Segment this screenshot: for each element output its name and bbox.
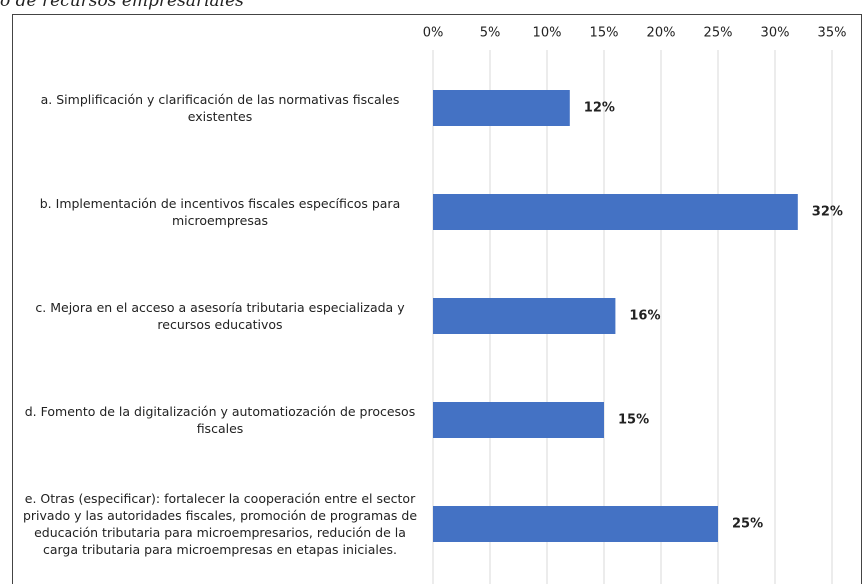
bar — [433, 90, 570, 126]
data-label: 12% — [584, 101, 615, 116]
category-label: c. Mejora en el acceso a asesoría tribut… — [35, 300, 405, 332]
category-label: d. Fomento de la digitalización y automa… — [24, 404, 416, 436]
bar — [433, 298, 616, 334]
category-label: b. Implementación de incentivos fiscales… — [39, 196, 401, 228]
x-tick-label: 10% — [533, 26, 562, 41]
category-label: a. Simplificación y clarificación de las… — [40, 92, 400, 124]
data-label: 16% — [629, 309, 660, 324]
category-label: e. Otras (especificar): fortalecer la co… — [22, 491, 418, 557]
data-label: 32% — [812, 205, 843, 220]
x-tick-label: 35% — [818, 26, 847, 41]
bar — [433, 402, 604, 438]
x-tick-label: 0% — [423, 26, 444, 41]
chart-border — [12, 14, 862, 584]
x-tick-label: 25% — [704, 26, 733, 41]
bar — [433, 506, 718, 542]
data-label: 15% — [618, 413, 649, 428]
x-tick-label: 20% — [647, 26, 676, 41]
x-tick-label: 30% — [761, 26, 790, 41]
x-tick-label: 5% — [480, 26, 501, 41]
data-label: 25% — [732, 517, 763, 532]
chart-title: o de recursos empresariales — [0, 0, 244, 11]
bar — [433, 194, 798, 230]
x-tick-label: 15% — [590, 26, 619, 41]
